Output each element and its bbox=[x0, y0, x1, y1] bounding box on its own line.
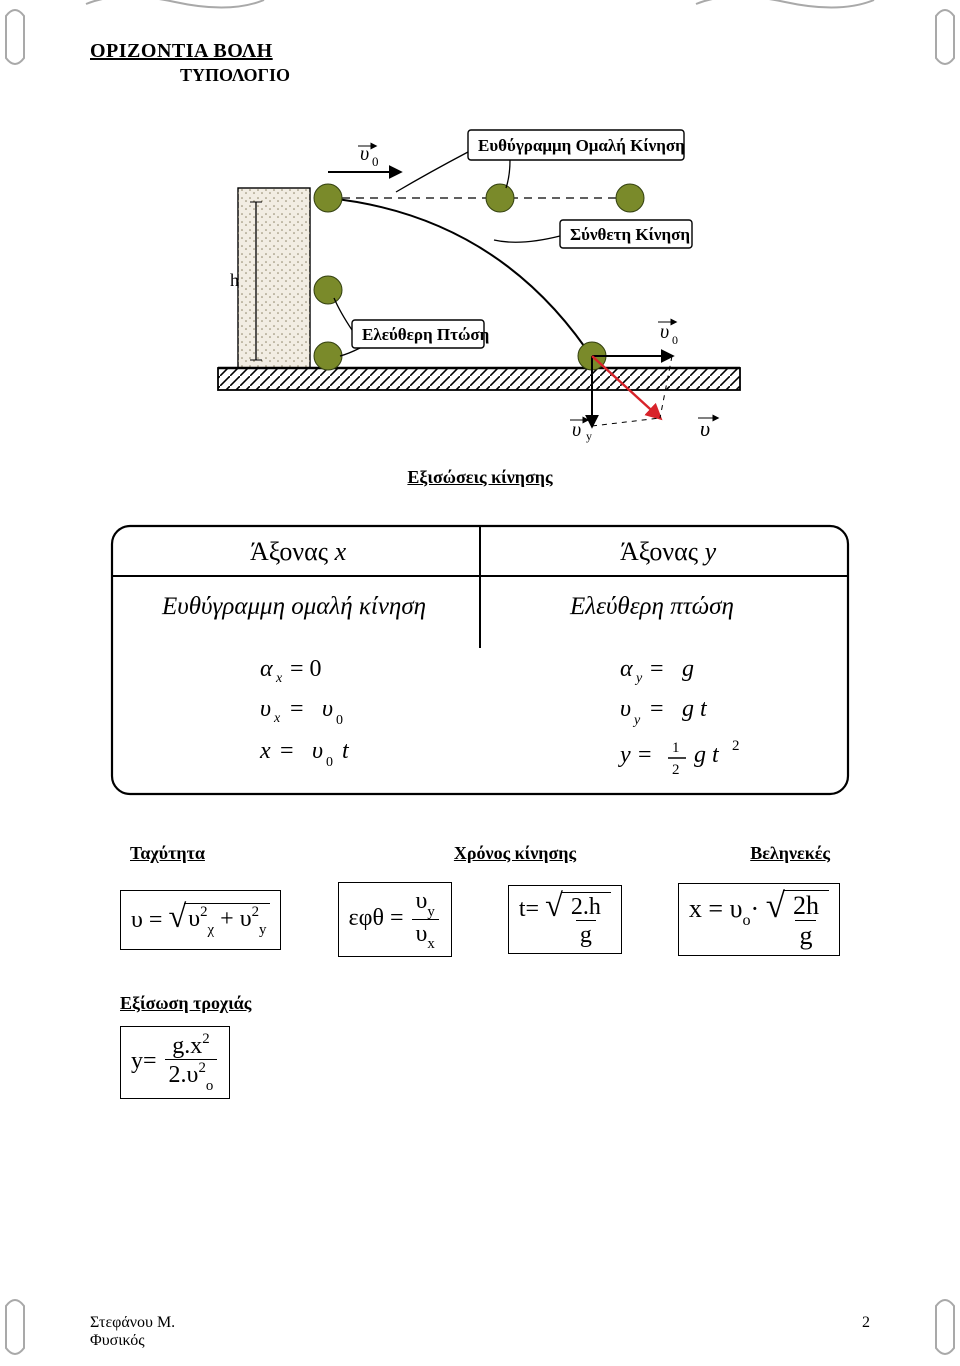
svg-text:g t: g t bbox=[682, 696, 708, 722]
svg-text:0: 0 bbox=[336, 713, 343, 728]
motion-x-label: Ευθύγραμμη ομαλή κίνηση bbox=[161, 593, 426, 620]
svg-text:=: = bbox=[650, 696, 664, 722]
svg-text:1: 1 bbox=[672, 740, 680, 756]
svg-text:υ: υ bbox=[572, 419, 581, 441]
equations-table: Άξονας x Άξονας y Ευθύγραμμη ομαλή κίνησ… bbox=[110, 518, 850, 803]
svg-text:y: y bbox=[634, 671, 643, 686]
svg-text:υ: υ bbox=[700, 416, 710, 441]
page-footer: Στεφάνου Μ. Φυσικός 2 bbox=[90, 1314, 870, 1350]
svg-text:0: 0 bbox=[372, 154, 379, 169]
svg-text:υ: υ bbox=[620, 696, 631, 722]
labels-row: Ταχύτητα Χρόνος κίνησης Βεληνεκές bbox=[90, 843, 870, 864]
svg-text:2: 2 bbox=[672, 762, 680, 778]
svg-text:= 0: = 0 bbox=[290, 656, 322, 682]
diagram-label-uniform: Ευθύγραμμη Ομαλή Κίνηση bbox=[478, 136, 685, 155]
label-velocity: Ταχύτητα bbox=[130, 843, 375, 864]
svg-text:=: = bbox=[650, 656, 664, 682]
svg-text:Άξονας x: Άξονας x bbox=[250, 537, 347, 566]
svg-text:0: 0 bbox=[672, 333, 678, 347]
page-subtitle: ΤΥΠΟΛΟΓΙΟ bbox=[180, 65, 870, 86]
svg-text:g: g bbox=[682, 656, 694, 682]
svg-text:Άξονας y: Άξονας y bbox=[620, 537, 717, 566]
svg-text:x: x bbox=[275, 671, 283, 686]
svg-text:0: 0 bbox=[326, 755, 333, 770]
diagram-label-freefall: Ελεύθερη Πτώση bbox=[362, 325, 489, 344]
svg-text:x: x bbox=[273, 711, 281, 726]
title-block: ΟΡΙΖΟΝΤΙΑ ΒΟΛΗ ΤΥΠΟΛΟΓΙΟ bbox=[90, 40, 870, 86]
svg-text:=: = bbox=[280, 738, 294, 764]
svg-text:α: α bbox=[620, 656, 633, 682]
footer-author-1: Στεφάνου Μ. bbox=[90, 1314, 175, 1332]
svg-text:=: = bbox=[290, 696, 304, 722]
svg-text:y: y bbox=[618, 742, 631, 768]
svg-text:υ: υ bbox=[260, 696, 271, 722]
footer-author-2: Φυσικός bbox=[90, 1332, 175, 1350]
motion-y-label: Ελεύθερη πτώση bbox=[569, 593, 734, 620]
svg-text:υ: υ bbox=[312, 738, 323, 764]
svg-text:=: = bbox=[638, 742, 652, 768]
svg-text:2: 2 bbox=[732, 738, 740, 754]
label-time: Χρόνος κίνησης bbox=[375, 843, 655, 864]
trajectory-label: Εξίσωση τροχιάς bbox=[120, 993, 870, 1014]
formula-range: x = υο· √ 2h g bbox=[678, 883, 840, 956]
section-equations-label: Εξισώσεις κίνησης bbox=[90, 467, 870, 488]
diagram-label-compound: Σύνθετη Κίνηση bbox=[570, 225, 690, 244]
formula-row: υ = √ υ2χ + υ2y εφθ = υy υx bbox=[90, 882, 870, 957]
svg-text:g t: g t bbox=[694, 742, 720, 768]
label-range: Βεληνεκές bbox=[655, 843, 830, 864]
page-title: ΟΡΙΖΟΝΤΙΑ ΒΟΛΗ bbox=[90, 40, 870, 63]
svg-text:α: α bbox=[260, 656, 273, 682]
formula-speed: υ = √ υ2χ + υ2y bbox=[120, 890, 281, 950]
svg-text:υ: υ bbox=[660, 321, 669, 343]
footer-page-number: 2 bbox=[862, 1314, 870, 1350]
formula-tan: εφθ = υy υx bbox=[338, 882, 452, 957]
svg-text:υ: υ bbox=[322, 696, 333, 722]
svg-text:y: y bbox=[586, 429, 592, 443]
formula-time: t= √ 2.h g bbox=[508, 885, 622, 954]
h-label: h bbox=[230, 270, 239, 290]
svg-text:y: y bbox=[632, 713, 641, 728]
projectile-diagram: h υ 0 Ευθύγραμμη Ομαλή Κίνηση bbox=[200, 116, 760, 451]
svg-text:x: x bbox=[259, 738, 271, 764]
formula-trajectory: y= g.x2 2.υ2ο bbox=[120, 1026, 230, 1099]
